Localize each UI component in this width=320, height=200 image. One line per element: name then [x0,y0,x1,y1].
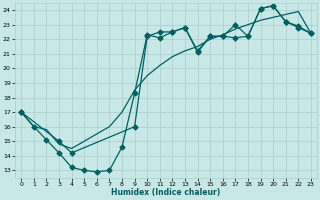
X-axis label: Humidex (Indice chaleur): Humidex (Indice chaleur) [111,188,221,197]
